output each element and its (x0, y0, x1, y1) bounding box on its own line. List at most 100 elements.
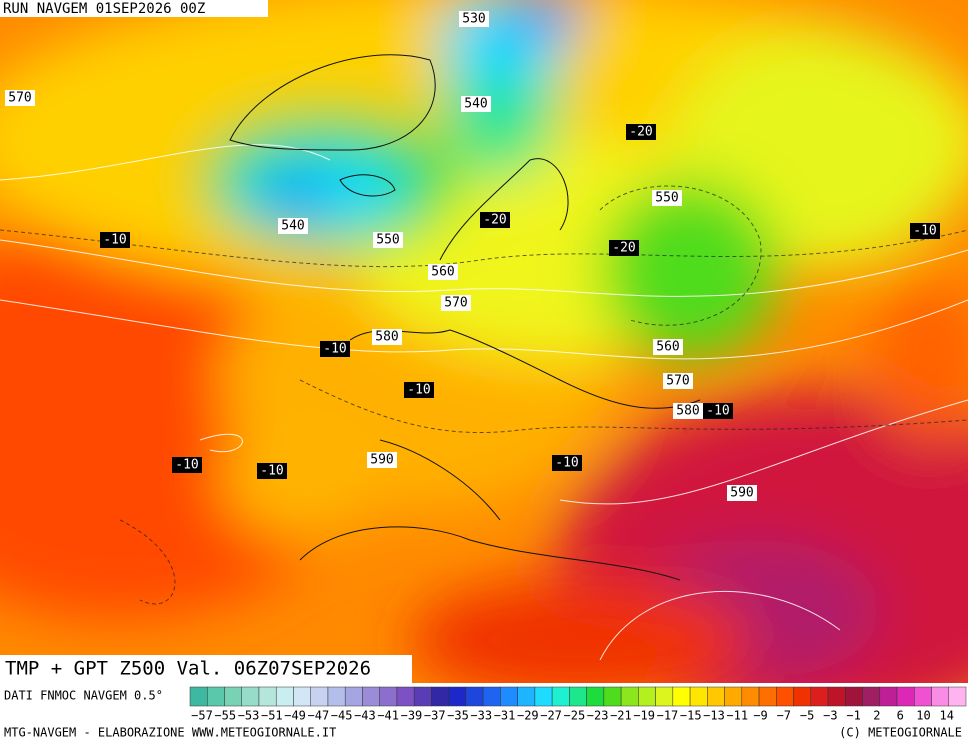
colorbar-swatch (241, 686, 260, 707)
colorbar-swatch (586, 686, 605, 707)
colorbar-swatch (793, 686, 812, 707)
height-label: 570 (666, 374, 689, 389)
height-label: 580 (375, 330, 398, 345)
height-label: 560 (656, 340, 679, 355)
colorbar-label: −3 (823, 709, 837, 723)
temp-label: -10 (407, 383, 430, 398)
colorbar-swatch (431, 686, 449, 707)
colorbar-label: −23 (587, 709, 609, 723)
colorbar-label: 2 (873, 709, 880, 723)
colorbar-label: −49 (284, 709, 306, 723)
colorbar-swatch (845, 686, 863, 707)
height-label: 540 (281, 219, 304, 234)
temp-label-bg (910, 223, 940, 239)
colorbar-label: −27 (540, 709, 562, 723)
height-label-bg (441, 295, 471, 311)
height-label-bg (727, 485, 757, 501)
colorbar-swatch (206, 686, 225, 707)
height-label: 560 (431, 265, 454, 280)
colorbar-swatch (862, 686, 881, 707)
temp-label-bg (480, 212, 510, 228)
height-label-bg (373, 232, 403, 248)
height-label-bg (278, 218, 308, 234)
title-bg (0, 0, 268, 17)
temp-label: -10 (175, 458, 198, 473)
colorbar-swatch (603, 686, 622, 707)
colorbar-swatch (672, 686, 691, 707)
height-label: 590 (730, 486, 753, 501)
temp-label: -10 (913, 224, 936, 239)
height-label-bg (459, 11, 489, 27)
colorbar-label: −31 (494, 709, 516, 723)
colorbar-label: −35 (447, 709, 469, 723)
colorbar-label: −47 (308, 709, 330, 723)
colorbar-label: −57 (191, 709, 213, 723)
colorbar-label: −41 (377, 709, 399, 723)
height-label: 570 (444, 296, 467, 311)
colorbar-swatch (465, 686, 484, 707)
colorbar-label: 10 (916, 709, 930, 723)
colorbar-swatch (724, 686, 743, 707)
temp-label-bg (626, 124, 656, 140)
legend-source: DATI FNMOC NAVGEM 0.5° (4, 689, 163, 703)
temp-label: -10 (103, 233, 126, 248)
colorbar-label: −25 (564, 709, 586, 723)
temp-label-bg (257, 463, 287, 479)
temp-label-bg (404, 382, 434, 398)
colorbar-swatch (948, 686, 967, 707)
height-label: 550 (655, 191, 678, 206)
colorbar-label: −11 (726, 709, 748, 723)
height-label: 540 (464, 97, 487, 112)
temp-label: -10 (323, 342, 346, 357)
colorbar-label: −9 (753, 709, 767, 723)
height-label: 580 (676, 404, 699, 419)
colorbar-swatch (758, 686, 777, 707)
colorbar-label: −55 (214, 709, 236, 723)
height-label-bg (461, 96, 491, 112)
colorbar-swatch (327, 686, 346, 707)
height-label-bg (5, 90, 35, 106)
colorbar-label: −17 (657, 709, 679, 723)
colorbar-label: −37 (424, 709, 446, 723)
colorbar-swatch (224, 686, 242, 707)
colorbar-swatch (931, 686, 950, 707)
colorbar-swatch (448, 686, 467, 707)
height-label-bg (652, 190, 682, 206)
colorbar-swatch (827, 686, 846, 707)
colorbar-label: −45 (331, 709, 353, 723)
colorbar-swatch (776, 686, 794, 707)
colorbar-swatch (482, 686, 501, 707)
colorbar-label: −29 (517, 709, 539, 723)
colorbar-swatch (914, 686, 932, 707)
temp-label-bg (100, 232, 130, 248)
colorbar-label: −7 (777, 709, 791, 723)
colorbar-swatch (293, 686, 311, 707)
colorbar-swatch (896, 686, 915, 707)
temp-label-bg (552, 455, 582, 471)
footer-left: MTG-NAVGEM - ELABORAZIONE WWW.METEOGIORN… (4, 726, 336, 740)
height-label-bg (367, 452, 397, 468)
temp-label: -10 (706, 404, 729, 419)
height-label: 550 (376, 233, 399, 248)
colorbar-label: −15 (680, 709, 702, 723)
colorbar-swatch (344, 686, 363, 707)
temp-label-bg (609, 240, 639, 256)
run-title: RUN NAVGEM 01SEP2026 00Z (3, 1, 205, 17)
colorbar-swatch (362, 686, 380, 707)
temp-label: -10 (260, 464, 283, 479)
colorbar-swatch (551, 686, 570, 707)
height-label-bg (673, 403, 703, 419)
height-label: 590 (370, 453, 393, 468)
colorbar-label: −51 (261, 709, 283, 723)
colorbar-swatch (534, 686, 553, 707)
colorbar-swatch (810, 686, 829, 707)
colorbar-label: −1 (846, 709, 860, 723)
colorbar-label: −43 (354, 709, 376, 723)
colorbar-swatch (689, 686, 708, 707)
colorbar-swatch (620, 686, 639, 707)
colorbar-label: −21 (610, 709, 632, 723)
height-label-bg (663, 373, 693, 389)
height-label: 570 (8, 91, 31, 106)
height-label-bg (372, 329, 402, 345)
